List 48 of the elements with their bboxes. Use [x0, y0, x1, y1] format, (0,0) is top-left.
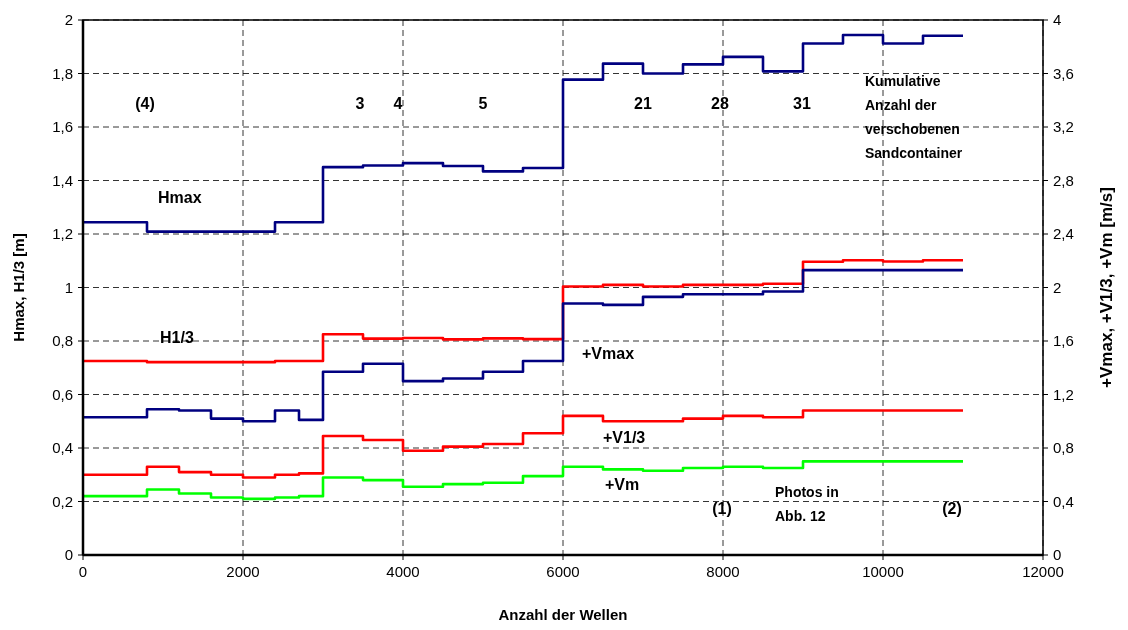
annotation: Kumulative Anzahl der verschobenen Sandcontainer	[865, 72, 963, 161]
series-label: H1/3	[160, 329, 194, 347]
y-tick-label: 1,6	[52, 118, 73, 135]
y2-tick-label: 0,4	[1053, 492, 1074, 510]
series-label: +Vm	[605, 476, 640, 494]
y2-tick-label: 3,6	[1053, 64, 1074, 82]
y2-tick-label: 0	[1053, 546, 1062, 563]
x-tick-label: 4000	[386, 563, 420, 580]
annotation: 4	[393, 95, 403, 113]
x-tick-label: 6000	[546, 563, 580, 580]
x-tick-label: 8000	[706, 563, 740, 580]
y2-tick-label: 0,8	[1053, 439, 1074, 456]
y-tick-label: 1,2	[52, 225, 73, 242]
y-tick-label: 0	[64, 546, 73, 563]
series-label: +V1/3	[603, 429, 646, 447]
y2-tick-label: 2,8	[1053, 171, 1074, 189]
y-axis-title: Hmax, H1/3 [m]	[10, 233, 27, 342]
annotation: Photos in Abb. 12	[775, 483, 839, 524]
y2-tick-label: 2,4	[1053, 225, 1074, 242]
y2-tick-label: 3,2	[1053, 118, 1074, 135]
y-tick-label: 2	[64, 11, 73, 28]
y2-axis-title: +Vmax, +V1/3, +Vm [m/s]	[1097, 187, 1116, 388]
y2-tick-label: 1,6	[1053, 332, 1074, 349]
annotation: 3	[355, 95, 365, 113]
series-label: +Vmax	[582, 345, 635, 363]
y-tick-label: 0,8	[52, 332, 73, 349]
annotation: 21	[634, 95, 652, 113]
annotation: 5	[478, 95, 488, 113]
y-tick-label: 1,4	[52, 171, 73, 189]
y-tick-label: 0,4	[52, 439, 73, 456]
x-tick-label: 0	[78, 563, 88, 580]
x-tick-label: 2000	[226, 563, 260, 580]
y-tick-label: 0,2	[52, 492, 73, 510]
annotation: (4)	[135, 95, 155, 113]
x-tick-label: 12000	[1022, 563, 1064, 580]
y2-tick-label: 2	[1053, 278, 1062, 296]
y-tick-label: 0,6	[52, 385, 73, 403]
y2-tick-label: 4	[1053, 11, 1062, 28]
y-tick-label: 1,8	[52, 64, 73, 82]
x-tick-label: 10000	[862, 563, 904, 580]
annotation: (2)	[942, 500, 962, 518]
series-label: Hmax	[158, 189, 202, 207]
y2-tick-label: 1,2	[1053, 385, 1074, 403]
y-tick-label: 1	[64, 278, 73, 296]
x-axis-title: Anzahl der Wellen	[498, 606, 628, 623]
annotation: (1)	[712, 500, 732, 518]
annotation: 31	[793, 95, 811, 113]
annotation: 28	[711, 95, 729, 113]
